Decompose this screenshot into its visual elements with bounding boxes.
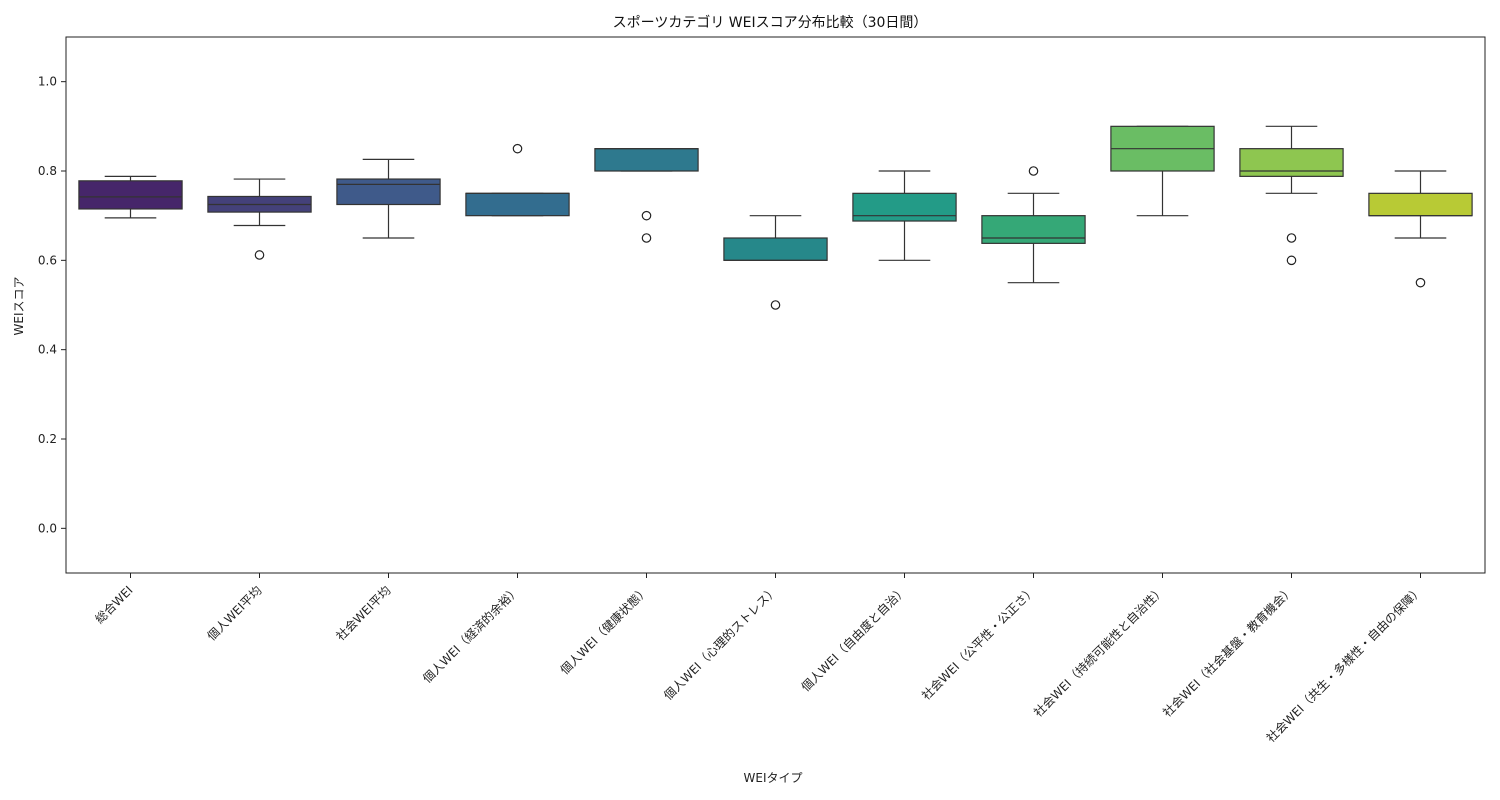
x-axis-title: WEIタイプ <box>744 771 803 785</box>
box-iqr <box>1239 148 1344 177</box>
outlier-point <box>1028 166 1039 176</box>
outlier-point <box>1286 255 1297 266</box>
chart-title: スポーツカテゴリ WEIスコア分布比較（30日間） <box>613 14 928 31</box>
box-iqr <box>78 180 183 210</box>
box-iqr <box>723 237 828 261</box>
outlier-point <box>770 300 781 310</box>
outlier-point <box>254 250 265 260</box>
y-tick-label: 0.0 <box>38 521 57 535</box>
outlier-point <box>512 143 523 154</box>
box-iqr <box>981 215 1086 244</box>
outlier-point <box>1415 277 1426 288</box>
plot-frame <box>65 36 1486 574</box>
y-tick-label: 0.8 <box>38 164 57 178</box>
outlier-point <box>641 210 652 221</box>
outlier-point <box>1286 233 1297 243</box>
x-tick-label: 個人WEI（経済的余裕） <box>419 583 522 686</box>
x-tick-label: 社会WEI（社会基盤・教育機会） <box>1159 583 1296 720</box>
box-iqr <box>465 192 570 217</box>
x-tick-label: 社会WEI平均 <box>333 583 394 644</box>
y-tick-label: 0.2 <box>38 432 57 446</box>
x-tick-label: 個人WEI（心理的ストレス） <box>660 583 780 703</box>
y-tick-label: 1.0 <box>38 75 57 89</box>
box-iqr <box>336 178 441 206</box>
x-tick-label: 社会WEI（共生・多様性・自由の保障） <box>1263 583 1426 746</box>
x-tick-label: 個人WEI（自由度と自治） <box>798 583 910 695</box>
y-tick-label: 0.6 <box>38 253 57 267</box>
box-iqr <box>1368 192 1473 217</box>
y-tick-label: 0.4 <box>38 343 57 357</box>
outlier-point <box>641 233 652 243</box>
box-iqr <box>852 192 957 222</box>
x-tick-label: 個人WEI平均 <box>205 583 265 643</box>
x-tick-label: 総合WEI <box>92 583 136 627</box>
x-tick-label: 社会WEI（持続可能性と自治性） <box>1030 583 1167 720</box>
x-tick-label: 個人WEI（健康状態） <box>557 583 652 678</box>
x-tick-label: 社会WEI（公平性・公正さ） <box>918 583 1038 703</box>
y-axis-title: WEIスコア <box>12 277 26 336</box>
box-iqr <box>594 148 699 172</box>
